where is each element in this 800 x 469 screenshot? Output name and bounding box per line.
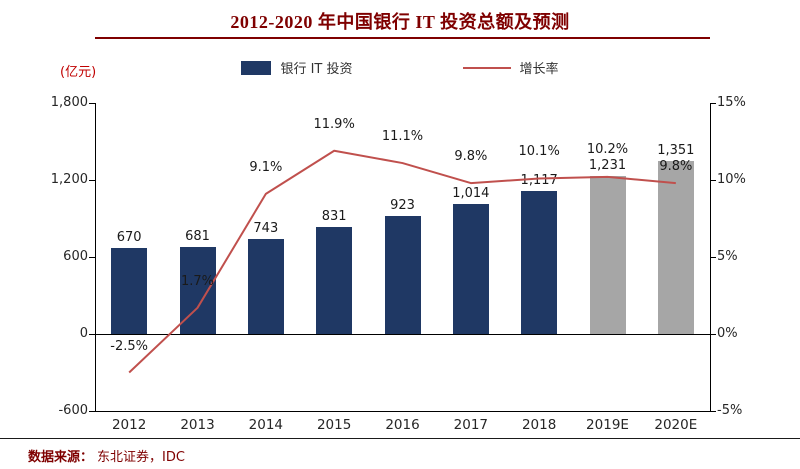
y-axis-tick-right <box>710 257 716 258</box>
x-axis-label: 2012 <box>111 417 147 433</box>
bar <box>452 203 489 334</box>
growth-rate-label: -2.5% <box>110 338 149 354</box>
y-axis-tick-left <box>89 103 95 104</box>
y-axis-tick-left <box>89 411 95 412</box>
x-axis-label: 2018 <box>521 417 557 433</box>
data-source-prefix: 数据来源： <box>28 450 94 465</box>
x-axis-label: 2014 <box>248 417 283 433</box>
bar-value-label: 831 <box>321 209 347 225</box>
x-axis-label: 2015 <box>316 417 352 433</box>
x-axis-label: 2019E <box>586 417 629 433</box>
bar <box>316 227 353 334</box>
bar-value-label: 1,351 <box>657 142 695 158</box>
growth-rate-label: 9.8% <box>659 158 693 174</box>
x-axis-label: 2013 <box>180 417 215 433</box>
forecast-bar <box>657 160 694 334</box>
growth-rate-label: 10.2% <box>586 142 629 158</box>
growth-rate-label: 10.1% <box>518 144 560 160</box>
x-axis-label: 2016 <box>385 417 420 433</box>
y-axis-label-left: 1,200 <box>50 172 88 187</box>
left-axis-unit-label: (亿元) <box>60 65 97 80</box>
x-axis-label: 2017 <box>453 417 488 433</box>
bar <box>179 246 216 334</box>
bar-value-label: 1,014 <box>452 185 490 201</box>
bar-swatch-icon <box>241 60 272 75</box>
y-axis-tick-left <box>89 180 95 181</box>
legend-label-bars: 银行 IT 投资 <box>280 62 353 77</box>
growth-rate-label: 11.1% <box>381 129 424 145</box>
bar <box>521 190 558 334</box>
y-axis-label-left: 600 <box>63 249 88 264</box>
x-axis-label: 2020E <box>654 417 698 433</box>
legend-label-line: 增长率 <box>519 62 559 77</box>
y-axis-label-left: 1,800 <box>50 95 88 110</box>
y-axis-tick-left <box>89 334 95 335</box>
x-axis-line <box>95 411 710 412</box>
y-axis-line-left <box>95 103 96 411</box>
y-axis-label-left: 0 <box>79 326 88 341</box>
growth-rate-label: 9.1% <box>249 159 283 175</box>
bar-value-label: 670 <box>116 230 142 246</box>
y-axis-tick-right <box>710 103 716 104</box>
title-underline <box>95 37 710 39</box>
bar <box>111 248 148 334</box>
chart-title: 2012-2020 年中国银行 IT 投资总额及预测 <box>230 12 570 32</box>
footer-divider <box>0 438 800 439</box>
y-axis-label-right: -5% <box>717 403 743 418</box>
legend-item-bars: 银行 IT 投资 <box>241 58 353 77</box>
bar-value-label: 1,117 <box>520 172 558 188</box>
bar-value-label: 743 <box>253 220 279 236</box>
legend-item-line: 增长率 <box>462 58 559 77</box>
growth-rate-label: 11.9% <box>313 116 355 132</box>
y-axis-tick-left <box>89 257 95 258</box>
legend: 银行 IT 投资 增长率 <box>0 58 800 77</box>
y-axis-label-right: 5% <box>717 249 738 264</box>
data-source-text: 东北证券，IDC <box>97 450 185 465</box>
y-axis-tick-right <box>710 334 716 335</box>
y-axis-tick-right <box>710 411 716 412</box>
bar-value-label: 1,231 <box>588 158 627 174</box>
y-axis-label-right: 15% <box>717 95 746 110</box>
growth-rate-label: 1.7% <box>180 273 215 289</box>
data-source: 数据来源： 东北证券，IDC <box>28 446 185 465</box>
forecast-bar <box>589 176 626 334</box>
y-axis-label-left: -600 <box>58 403 88 418</box>
growth-rate-label: 9.8% <box>454 149 488 165</box>
bar-value-label: 923 <box>390 197 415 213</box>
y-axis-label-right: 0% <box>717 326 738 341</box>
bar-value-label: 681 <box>185 228 210 244</box>
line-swatch-icon <box>462 66 511 69</box>
bar <box>384 215 421 334</box>
bar <box>247 238 284 334</box>
y-axis-label-right: 10% <box>717 172 746 187</box>
y-axis-tick-right <box>710 180 716 181</box>
zero-line <box>95 334 710 335</box>
